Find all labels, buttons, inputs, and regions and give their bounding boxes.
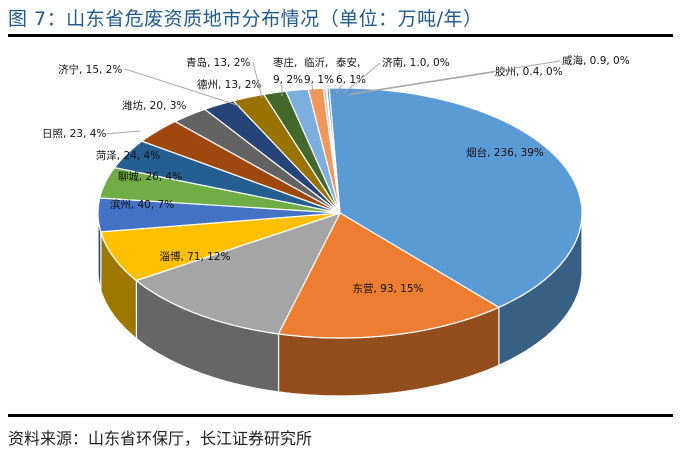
slice-日照 xyxy=(113,140,341,214)
data-label: 济宁, 15, 2% xyxy=(58,63,122,76)
data-label: 淄博, 71, 12% xyxy=(159,250,230,263)
slice-德州 xyxy=(203,100,341,214)
slice-淄博 xyxy=(135,211,342,335)
data-label: 9, 2% xyxy=(273,74,303,86)
data-label: 青岛, 13, 2% xyxy=(186,56,250,69)
data-label: 临沂, xyxy=(304,56,328,69)
data-label: 菏泽, 24, 4% xyxy=(96,150,160,162)
data-label: 德州, 13, 2% xyxy=(197,78,261,91)
slice-聊城 xyxy=(97,197,341,233)
slice-青岛 xyxy=(232,93,341,214)
data-label: 胶州, 0.4, 0% xyxy=(495,65,563,78)
slice-滨州 xyxy=(99,212,341,282)
slice-菏泽 xyxy=(98,166,341,214)
pie-top-faces xyxy=(97,87,583,339)
leader-line xyxy=(311,84,314,95)
data-label: 日照, 23, 4% xyxy=(42,128,106,140)
top-divider xyxy=(8,34,673,37)
leader-line xyxy=(252,61,263,99)
data-label: 烟台, 236, 39% xyxy=(466,146,544,159)
data-label: 滨州, 40, 7% xyxy=(110,198,174,211)
data-label: 威海, 0.9, 0% xyxy=(562,54,630,67)
leader-line xyxy=(124,68,241,107)
data-label: 6, 1% xyxy=(336,74,366,86)
source-note: 资料来源：山东省环保厅，长江证券研究所 xyxy=(8,429,313,448)
slice-济宁 xyxy=(173,108,341,214)
data-label: 东营, 93, 15% xyxy=(352,282,423,295)
leader-line xyxy=(349,60,561,95)
data-labels: 烟台, 236, 39% 东营, 93, 15% 淄博, 71, 12% 滨州, 40… xyxy=(42,54,630,295)
data-label: 枣庄, xyxy=(273,56,297,69)
leader-line xyxy=(335,84,343,94)
leader-line xyxy=(343,62,381,94)
data-label: 济南, 1.0, 0% xyxy=(382,56,450,69)
data-label: 聊城, 26, 4% xyxy=(118,170,182,183)
leader-line xyxy=(104,130,141,135)
pie-chart-3d: 烟台, 236, 39% 东营, 93, 15% 淄博, 71, 12% 滨州, 40… xyxy=(42,54,630,397)
slice-东营 xyxy=(277,212,501,339)
chart-title: 图 7：山东省危废资质地市分布情况（单位：万吨/年） xyxy=(8,8,483,30)
bottom-divider xyxy=(8,414,673,417)
data-label: 潍坊, 20, 3% xyxy=(122,99,186,112)
data-label: 9, 1% xyxy=(304,74,334,86)
data-label: 泰安, xyxy=(336,56,360,69)
slice-潍坊 xyxy=(140,120,341,214)
slice-烟台 xyxy=(328,87,583,308)
leader-line xyxy=(347,71,495,96)
slice-威海 xyxy=(326,87,341,214)
